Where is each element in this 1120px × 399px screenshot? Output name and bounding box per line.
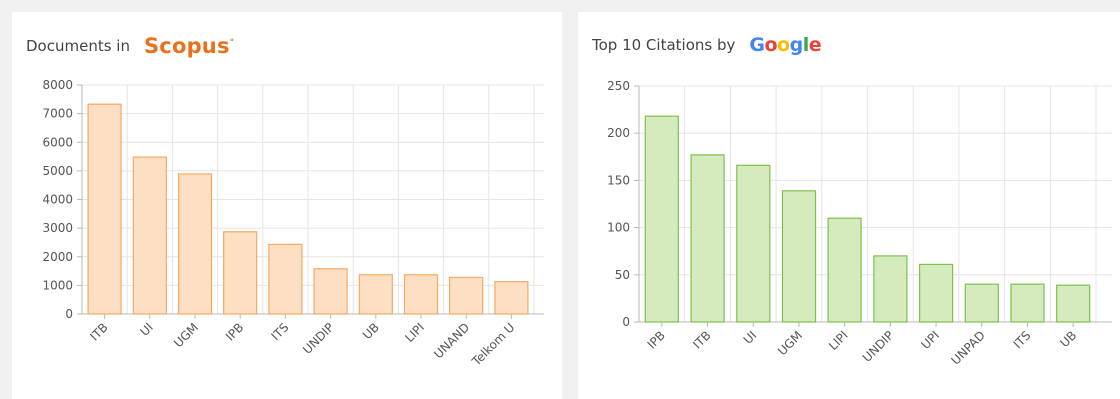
bar xyxy=(177,173,213,315)
y-tick-label: 4000 xyxy=(42,193,73,207)
y-tick-label: 5000 xyxy=(42,164,73,178)
scopus-bar-chart: 0 1000 2000 3000 4000 5000 6000 7000 8000 ITB UI UG… xyxy=(42,78,544,369)
google-logo-letter: l xyxy=(802,34,810,56)
y-tick-label: 50 xyxy=(615,268,630,282)
y-tick-label: 0 xyxy=(622,315,630,329)
bar xyxy=(1010,283,1045,323)
scopus-logo-mark: ° xyxy=(229,38,235,48)
x-tick-label: UNPAD xyxy=(948,328,987,367)
google-citations-panel: Top 10 Citations by Google 0 50 100 150 200 2… xyxy=(578,12,1120,399)
google-logo-letter: o xyxy=(777,34,790,56)
bar xyxy=(690,154,725,323)
x-tick-label: ITB xyxy=(87,320,110,343)
x-tick-label: ITS xyxy=(1011,328,1034,351)
y-tick-label: 7000 xyxy=(42,107,73,121)
bar xyxy=(964,283,999,323)
google-logo-letter: g xyxy=(789,34,804,56)
x-tick-label: UNAND xyxy=(431,320,472,361)
bar xyxy=(403,274,439,315)
y-tick-label: 0 xyxy=(65,307,73,321)
panel-title-text: Top 10 Citations by xyxy=(592,36,736,54)
x-tick-label: ITB xyxy=(690,328,713,351)
bar xyxy=(873,255,908,323)
y-tick-label: 2000 xyxy=(42,250,73,264)
bar xyxy=(494,281,529,315)
y-tick-label: 8000 xyxy=(42,78,73,92)
bar xyxy=(644,115,679,323)
x-tick-label: ITS xyxy=(269,320,292,343)
bar xyxy=(919,263,954,323)
x-tick-label: UGM xyxy=(171,320,201,350)
x-tick-label: UB xyxy=(360,320,382,342)
x-tick-label: LIPI xyxy=(402,320,427,345)
bar xyxy=(223,231,258,315)
x-tick-label: UI xyxy=(137,320,156,339)
scopus-logo-text: Scopus xyxy=(143,34,230,58)
google-logo-letter: e xyxy=(808,34,822,56)
y-tick-label: 1000 xyxy=(42,278,73,292)
bar xyxy=(358,274,393,315)
y-tick-label: 250 xyxy=(607,79,630,93)
x-tick-label: UNDIP xyxy=(300,320,337,357)
x-tick-label: UNDIP xyxy=(860,328,897,365)
google-logo-letter: G xyxy=(749,34,765,56)
x-tick-label: LIPI xyxy=(826,328,851,353)
y-tick-label: 3000 xyxy=(42,221,73,235)
bar xyxy=(268,243,303,315)
x-tick-label: Telkom U xyxy=(469,320,518,369)
y-tick-label: 150 xyxy=(607,173,630,187)
x-tick-label: UI xyxy=(741,328,760,347)
panel-title-text: Documents in xyxy=(26,37,130,55)
bar xyxy=(827,217,862,323)
bar xyxy=(87,103,122,315)
google-logo: Google xyxy=(749,34,821,56)
google-citations-bar-chart: 0 50 100 150 200 250 IPB ITB UI UGM LIPI UNDIP UPI UN… xyxy=(607,79,1112,368)
x-tick-label: IPB xyxy=(645,328,668,351)
bar xyxy=(736,164,771,323)
y-tick-label: 200 xyxy=(607,126,630,140)
google-logo-letter: o xyxy=(764,34,778,56)
x-tick-label: UB xyxy=(1057,328,1079,350)
bar xyxy=(449,276,484,315)
bar xyxy=(1056,284,1091,323)
x-tick-label: IPB xyxy=(223,320,246,343)
x-tick-label: UPI xyxy=(918,328,942,352)
y-tick-label: 100 xyxy=(607,221,630,235)
bar xyxy=(132,156,167,315)
scopus-logo: Scopus° xyxy=(144,34,234,58)
panel-title: Top 10 Citations by Google xyxy=(592,34,822,56)
x-tick-label: UGM xyxy=(775,328,805,358)
bar xyxy=(781,190,817,323)
bar xyxy=(313,268,348,315)
panel-title: Documents in Scopus° xyxy=(26,34,234,58)
y-tick-label: 6000 xyxy=(42,135,73,149)
scopus-documents-panel: Documents in Scopus° 0 1000 2000 3000 4000 50… xyxy=(12,12,562,399)
